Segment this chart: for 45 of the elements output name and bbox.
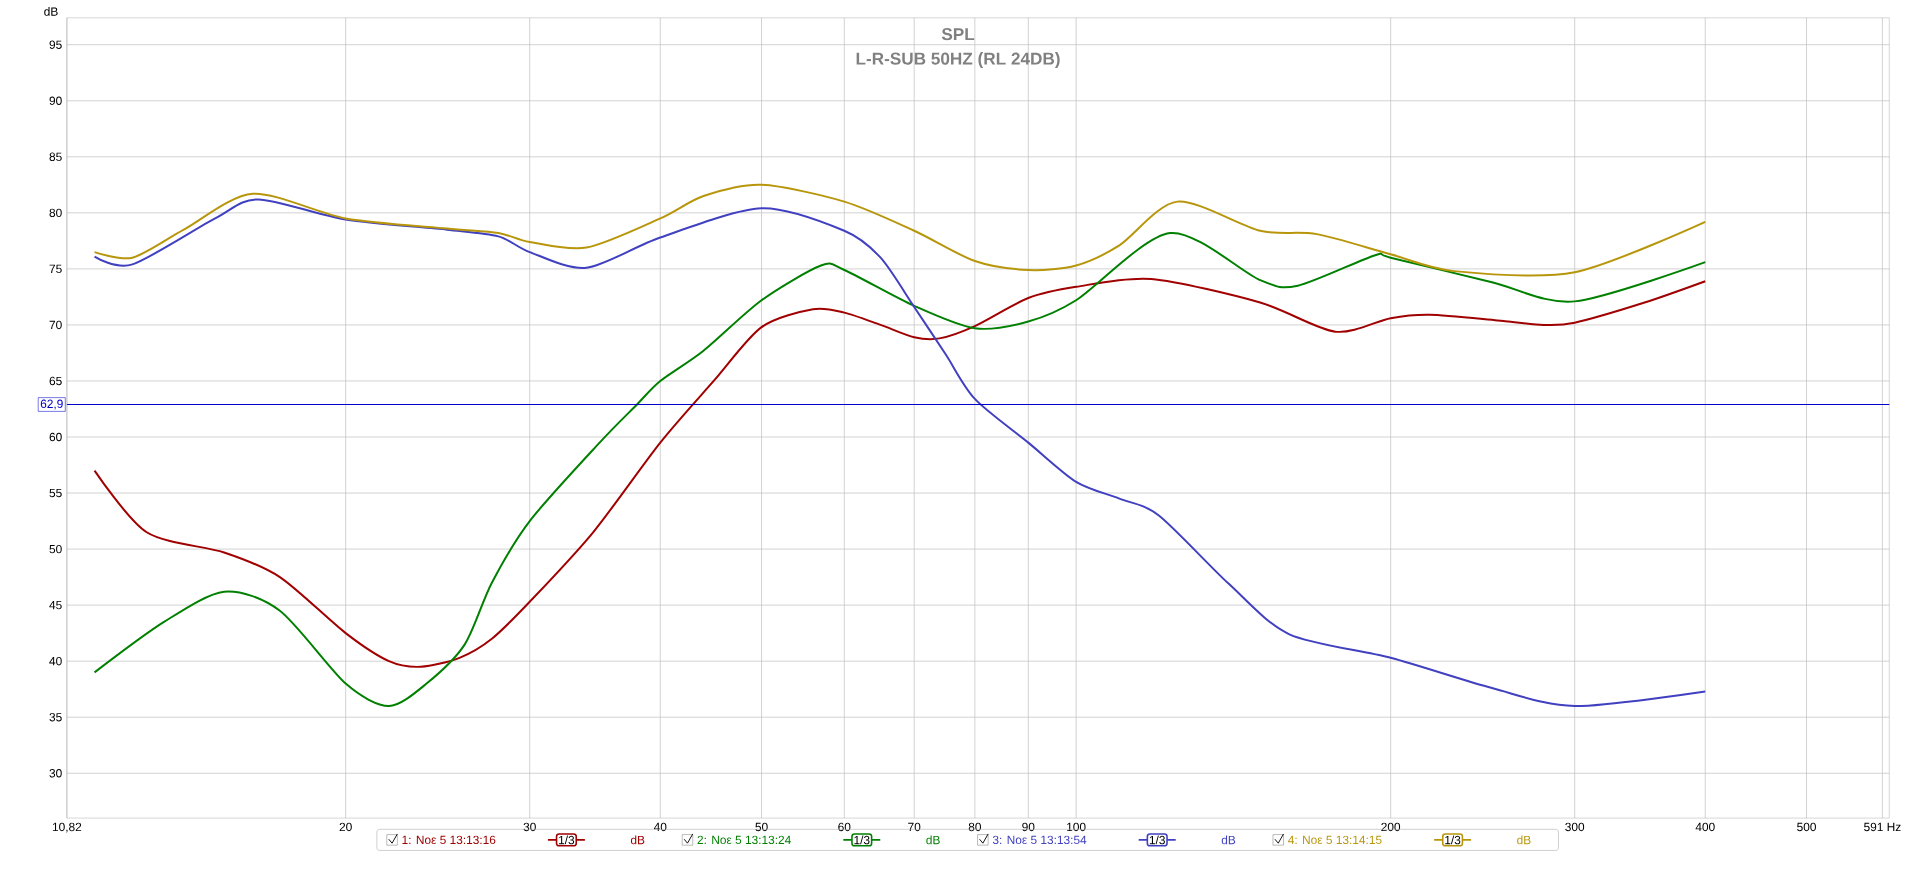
y-tick-label: 50 xyxy=(49,545,62,554)
y-tick-label: 70 xyxy=(49,320,62,330)
ref-line-label: 62,9 xyxy=(40,399,63,410)
x-tick-label: 90 xyxy=(1022,822,1035,832)
x-tick-label: 100 xyxy=(1067,822,1086,832)
y-tick-label: 45 xyxy=(49,601,62,610)
x-tick-label: 500 xyxy=(1797,822,1816,832)
text: dB xyxy=(630,835,645,845)
y-tick-label: 75 xyxy=(49,264,62,274)
x-tick-label: 50 xyxy=(755,822,768,832)
y-tick-label: 55 xyxy=(49,489,62,498)
y-tick-label: 90 xyxy=(49,96,62,106)
text: dB xyxy=(1517,835,1531,845)
x-tick-label: 10,82 xyxy=(52,822,82,833)
text: 1/3 xyxy=(559,835,575,845)
y-tick-label: 65 xyxy=(49,376,62,386)
y-tick-label: 85 xyxy=(49,152,62,162)
x-tick-label: 200 xyxy=(1381,822,1401,832)
x-tick-label: 591 Hz xyxy=(1864,822,1901,832)
y-tick-label: 60 xyxy=(49,433,62,442)
x-tick-label: 300 xyxy=(1565,822,1585,832)
text: dB xyxy=(1221,835,1236,845)
text: 3: Noε 5 13:13:54 xyxy=(992,835,1087,845)
y-tick-label: 40 xyxy=(49,657,62,666)
x-tick-label: 80 xyxy=(968,822,981,832)
text: 1/3 xyxy=(1445,835,1461,845)
x-tick-label: 20 xyxy=(339,822,352,832)
text: 1/3 xyxy=(1149,835,1165,845)
text: dB xyxy=(926,835,940,845)
x-tick-label: 400 xyxy=(1695,822,1715,832)
x-tick-label: 40 xyxy=(653,822,667,832)
text: 4: Noε 5 13:14:15 xyxy=(1288,835,1382,845)
y-tick-label: 35 xyxy=(49,713,62,722)
y-tick-label: 80 xyxy=(49,208,62,218)
text: 1: Noε 5 13:13:16 xyxy=(402,835,496,845)
text: 2: Noε 5 13:13:24 xyxy=(697,835,791,845)
y-tick-label: 30 xyxy=(49,769,62,778)
text: 1/3 xyxy=(854,835,870,845)
y-tick-label: 95 xyxy=(49,40,62,50)
text: L-R-SUB 50HZ (RL 24DB) xyxy=(856,52,1060,69)
y-axis-title: dB xyxy=(44,7,58,16)
x-tick-label: 30 xyxy=(523,822,536,832)
chart-title: SPL xyxy=(941,28,975,41)
x-tick-label: 70 xyxy=(908,822,921,832)
x-tick-label: 60 xyxy=(838,822,851,832)
